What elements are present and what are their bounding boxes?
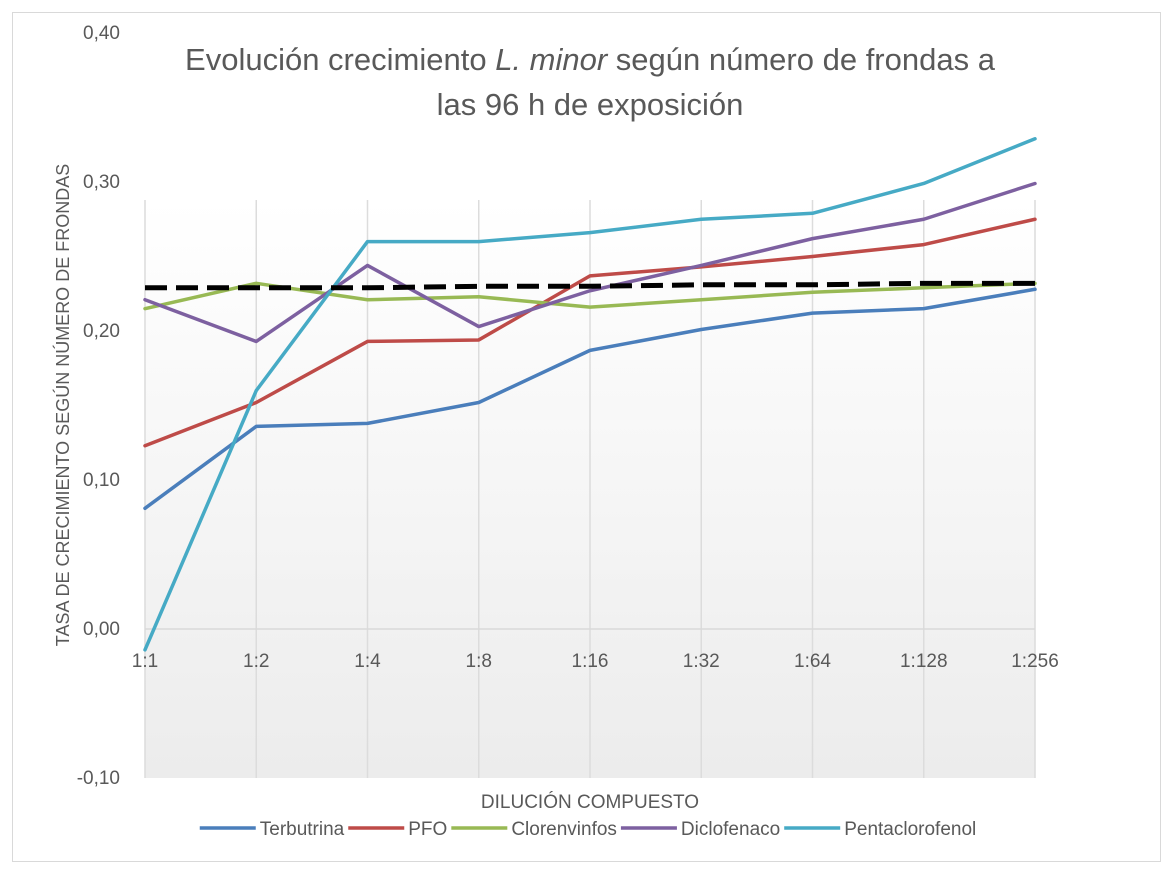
x-tick-label: 1:8 <box>466 651 492 672</box>
x-tick-label: 1:2 <box>243 651 269 672</box>
y-tick-label: 0,20 <box>83 321 120 342</box>
x-tick-label: 1:64 <box>794 651 831 672</box>
series-line <box>143 137 1037 652</box>
y-tick-label: -0,10 <box>77 768 120 789</box>
y-tick-label: 0,40 <box>83 23 120 44</box>
x-axis-label: DILUCIÓN COMPUESTO <box>481 791 699 813</box>
legend-label: Diclofenaco <box>681 819 780 840</box>
x-tick-label: 1:256 <box>1011 651 1059 672</box>
lines <box>143 137 1037 652</box>
x-tick-label: 1:4 <box>354 651 381 672</box>
chart-title: Evolución crecimiento L. minor según núm… <box>185 42 996 77</box>
legend-label: Pentaclorofenol <box>844 819 976 840</box>
legend: Terbutrina PFO Clorenvinfos Diclofenaco Pent… <box>199 819 976 840</box>
x-tick-label: 1:16 <box>572 651 609 672</box>
x-tick-label: 1:32 <box>683 651 720 672</box>
legend-item: PFO <box>348 819 447 840</box>
series-line <box>143 217 1037 448</box>
title-part: L. minor <box>495 42 609 77</box>
grid <box>144 200 1036 778</box>
legend-label: Clorenvinfos <box>511 819 617 840</box>
legend-label: Terbutrina <box>260 819 345 840</box>
legend-item: Terbutrina <box>199 819 345 840</box>
reference-line <box>145 280 1035 291</box>
legend-item: Pentaclorofenol <box>784 819 976 840</box>
y-tick-label: 0,10 <box>83 470 120 491</box>
title-part: Evolución crecimiento <box>185 42 487 77</box>
series-line <box>143 287 1037 511</box>
legend-item: Diclofenaco <box>620 819 780 840</box>
x-tick-label: 1:128 <box>900 651 948 672</box>
x-tick-label: 1:1 <box>132 651 158 672</box>
legend-item: Clorenvinfos <box>451 819 617 840</box>
y-tick-label: 0,00 <box>83 619 120 640</box>
title-part: según número de frondas a <box>616 42 996 77</box>
series-line <box>143 181 1037 344</box>
legend-label: PFO <box>408 819 447 840</box>
y-axis-label: TASA DE CRECIMIENTO SEGÚN NÚMERO DE FRON… <box>52 164 73 646</box>
y-tick-label: 0,30 <box>83 172 120 193</box>
chart-title: las 96 h de exposición <box>437 87 744 122</box>
series-line <box>143 281 1037 311</box>
